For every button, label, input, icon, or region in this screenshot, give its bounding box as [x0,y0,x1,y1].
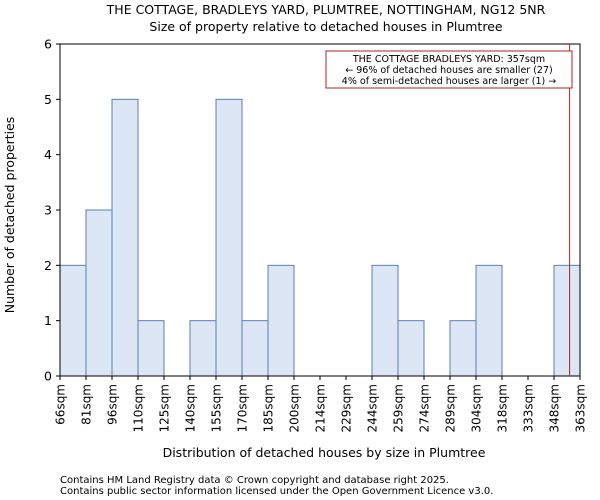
x-tick-label: 333sqm [522,384,536,432]
x-tick-label: 318sqm [496,384,510,432]
y-tick-label: 2 [44,258,52,273]
bar-96sqm [111,98,139,377]
bar-348sqm [553,264,581,377]
bar-259sqm [397,320,425,377]
bars-group [59,98,581,377]
x-tick-label: 244sqm [366,384,380,432]
x-tick-label: 185sqm [262,384,276,432]
x-tick-label: 348sqm [548,384,562,432]
y-axis-label: Number of detached properties [2,117,17,314]
x-tick-label: 259sqm [392,384,406,432]
x-tick-label: 96sqm [106,384,120,425]
chart-title: THE COTTAGE, BRADLEYS YARD, PLUMTREE, NO… [106,2,546,17]
x-tick-label: 214sqm [314,384,328,432]
x-tick-label: 140sqm [184,384,198,432]
y-tick-label: 5 [44,92,52,107]
x-tick-label: 66sqm [54,384,68,425]
chart-subtitle: Size of property relative to detached ho… [149,19,502,34]
y-tick-label: 0 [44,369,52,384]
x-tick-label: 229sqm [340,384,354,432]
annotation-line-2: ← 96% of detached houses are smaller (27… [345,65,552,76]
x-tick-label: 170sqm [236,384,250,432]
bar-140sqm [189,320,217,377]
x-tick-label: 304sqm [470,384,484,432]
y-tick-label: 4 [44,147,52,162]
x-tick-label: 125sqm [158,384,172,432]
bar-81sqm [85,209,113,377]
footer-line-1: Contains HM Land Registry data © Crown c… [60,475,449,486]
x-tick-label: 155sqm [210,384,224,432]
x-axis-label: Distribution of detached houses by size … [163,445,486,460]
bar-110sqm [137,320,165,377]
x-tick-label: 289sqm [444,384,458,432]
bar-244sqm [371,264,399,377]
annotation-line-3: 4% of semi-detached houses are larger (1… [342,76,556,87]
x-tick-label: 274sqm [418,384,432,432]
annotation-line-1: THE COTTAGE BRADLEYS YARD: 357sqm [352,54,545,65]
bar-170sqm [241,320,269,377]
plot-frame [59,43,581,377]
x-tick-label: 81sqm [80,384,94,425]
bar-66sqm [59,264,87,377]
x-axis-ticks: 66sqm 81sqm 96sqm 110sqm 125sqm 140sqm 155sqm 1… [54,376,588,432]
y-tick-label: 6 [44,37,52,52]
footer-line-2: Contains public sector information licen… [60,486,493,497]
bar-304sqm [475,264,503,377]
x-tick-label: 363sqm [574,384,588,432]
y-axis-ticks: 0 1 2 3 4 5 6 [44,37,60,384]
bar-289sqm [449,320,477,377]
y-tick-label: 1 [44,313,52,328]
x-tick-label: 200sqm [288,384,302,432]
x-tick-label: 110sqm [132,384,146,432]
y-tick-label: 3 [44,203,52,218]
bar-185sqm [267,264,295,377]
bar-155sqm [215,98,243,377]
annotation-box: THE COTTAGE BRADLEYS YARD: 357sqm ← 96% … [325,50,573,89]
